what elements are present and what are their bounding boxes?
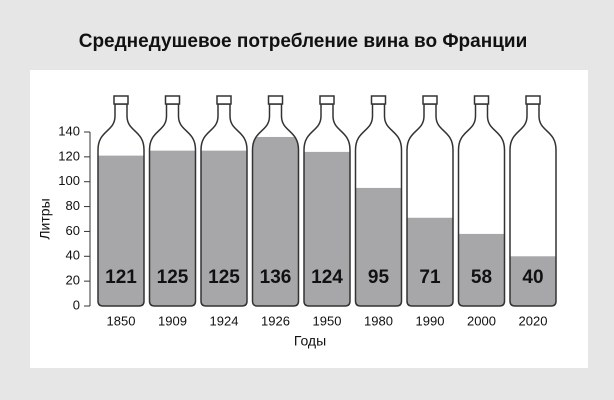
x-tick-label: 1850 bbox=[107, 313, 136, 328]
data-label: 125 bbox=[157, 267, 189, 288]
bar bbox=[98, 155, 144, 306]
data-label: 71 bbox=[419, 267, 441, 288]
bar bbox=[149, 150, 196, 306]
y-tick-label: 100 bbox=[58, 173, 80, 188]
x-tick-label: 1924 bbox=[210, 313, 239, 328]
bottle-cap bbox=[267, 95, 284, 105]
x-tick-label: 1990 bbox=[416, 313, 445, 328]
data-label: 95 bbox=[368, 267, 390, 288]
x-tick-label: 2000 bbox=[467, 313, 496, 328]
bar bbox=[355, 187, 402, 306]
x-tick-label: 1950 bbox=[313, 313, 342, 328]
y-tick-label: 140 bbox=[58, 123, 80, 138]
data-label: 124 bbox=[311, 267, 343, 288]
y-tick-label: 120 bbox=[58, 148, 80, 163]
bar bbox=[407, 217, 453, 306]
bar bbox=[201, 150, 247, 306]
y-tick-label: 60 bbox=[66, 223, 80, 238]
x-tick-label: 2020 bbox=[519, 313, 548, 328]
x-axis-label: Годы bbox=[294, 333, 326, 349]
bottle-cap bbox=[319, 95, 335, 105]
bar bbox=[252, 136, 299, 306]
chart-title: Среднедушевое потребление вина во Франци… bbox=[79, 31, 528, 52]
y-tick-label: 40 bbox=[66, 248, 80, 263]
y-axis-label: Литры bbox=[37, 198, 53, 239]
data-label: 58 bbox=[471, 267, 492, 288]
y-tick-label: 20 bbox=[66, 273, 80, 288]
x-tick-label: 1909 bbox=[158, 313, 187, 328]
x-tick-label: 1926 bbox=[261, 313, 290, 328]
data-label: 40 bbox=[522, 267, 543, 288]
data-label: 121 bbox=[105, 267, 137, 288]
bar bbox=[510, 256, 556, 306]
bottle-cap bbox=[216, 95, 232, 105]
bottle-cap bbox=[164, 95, 181, 105]
bottle-cap bbox=[422, 95, 438, 105]
x-tick-label: 1980 bbox=[364, 313, 393, 328]
y-tick-label: 0 bbox=[73, 297, 80, 312]
data-label: 136 bbox=[260, 267, 292, 288]
bar bbox=[304, 151, 350, 306]
bottle-cap bbox=[473, 95, 490, 105]
y-tick-label: 80 bbox=[66, 198, 80, 213]
bar bbox=[458, 233, 505, 306]
data-label: 125 bbox=[208, 267, 240, 288]
bottle-cap bbox=[113, 95, 129, 105]
bottle-cap bbox=[525, 95, 541, 105]
bottle-cap bbox=[370, 95, 387, 105]
